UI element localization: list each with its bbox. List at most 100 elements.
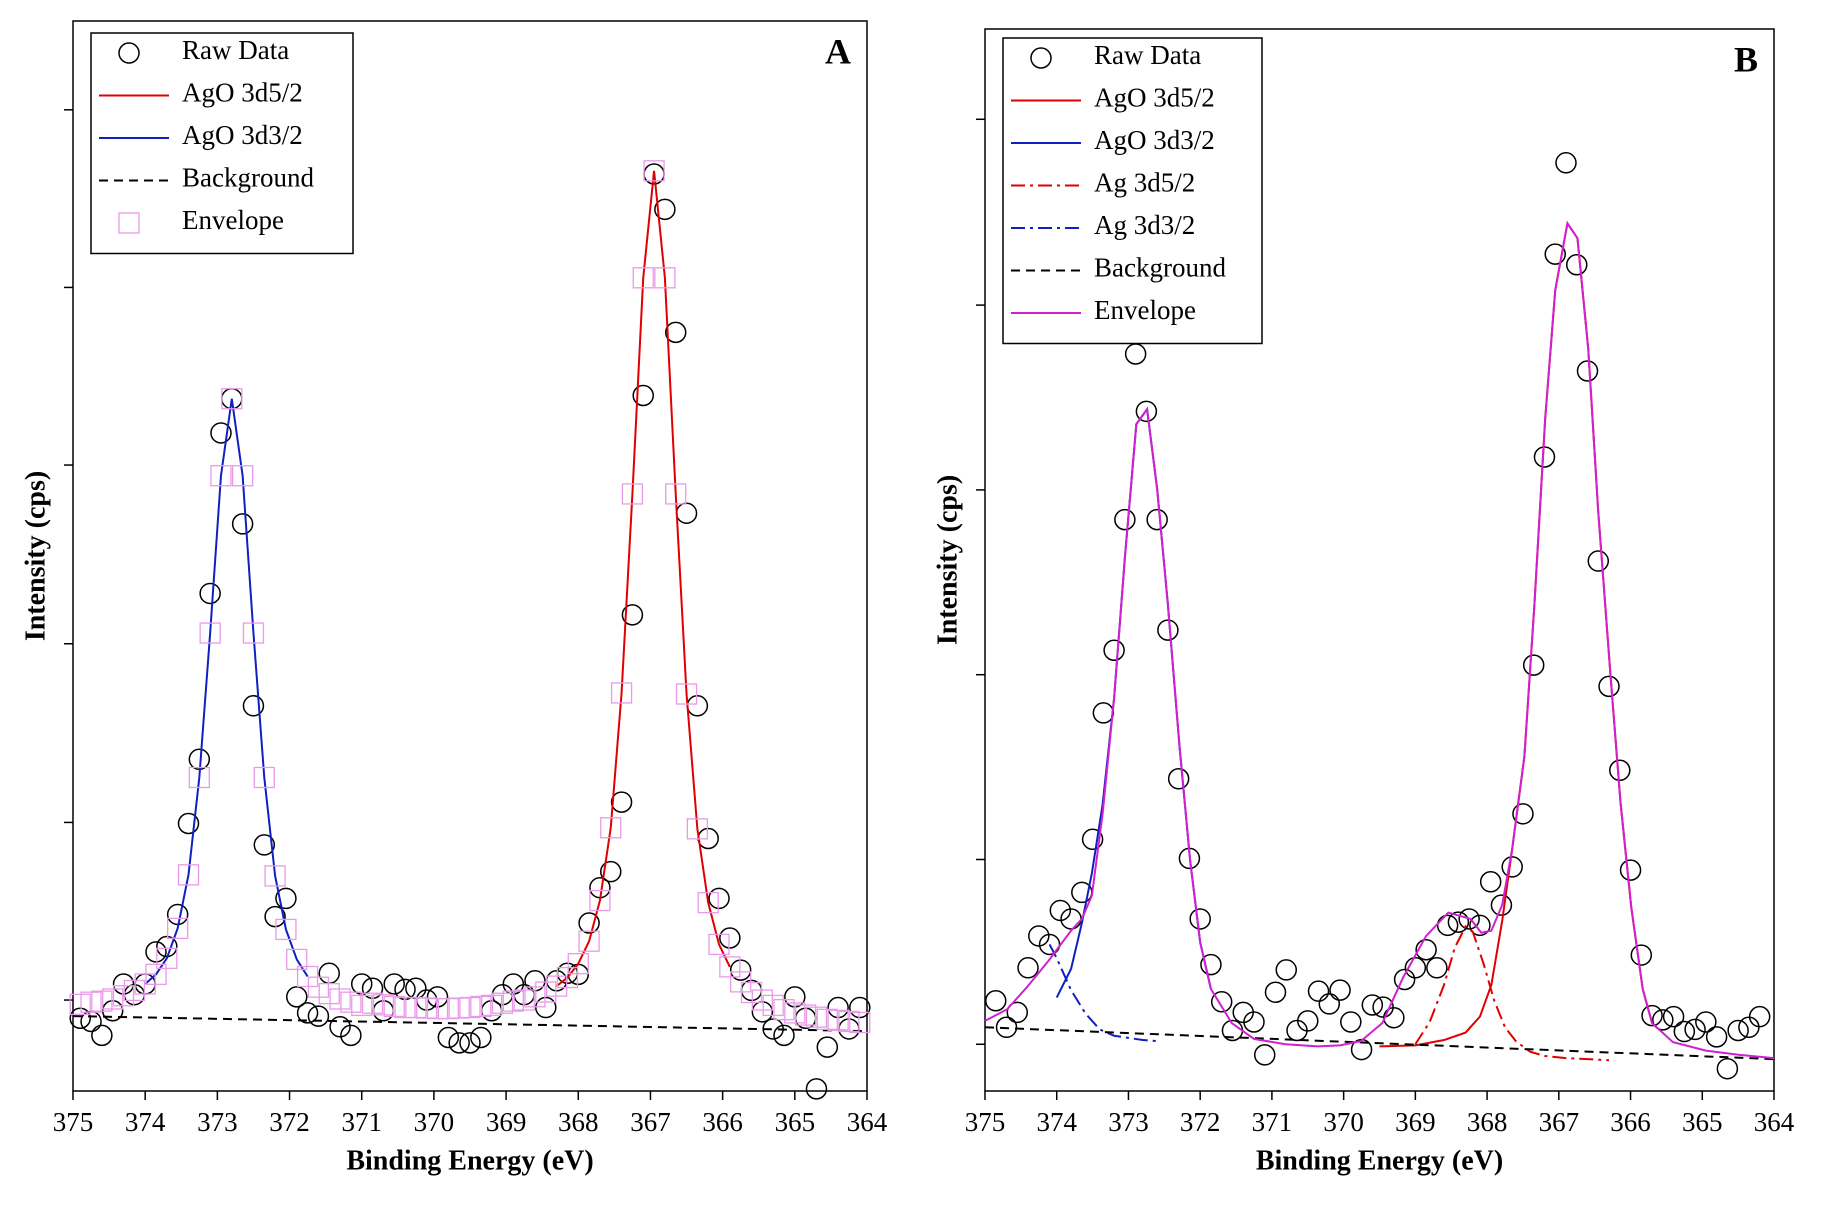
data-point <box>1253 1044 1276 1066</box>
data-point <box>426 997 449 1020</box>
data-point <box>69 993 91 1015</box>
data-point <box>1576 360 1599 382</box>
data-point <box>816 1036 839 1058</box>
panel-label: B <box>1734 39 1758 79</box>
x-tick-label: 371 <box>341 1107 382 1137</box>
x-tick-label: 367 <box>630 1107 671 1137</box>
data-point <box>199 582 221 605</box>
data-point <box>1716 1057 1739 1080</box>
data-point <box>1135 400 1158 423</box>
data-point <box>1619 859 1642 881</box>
data-point <box>1501 856 1523 878</box>
data-point <box>156 947 178 969</box>
data-point <box>329 1016 351 1038</box>
data-point <box>1533 446 1556 468</box>
data-point <box>91 990 113 1012</box>
data-point <box>470 1026 492 1049</box>
data-point <box>340 1024 362 1047</box>
data-point <box>740 981 763 1004</box>
x-tick-label: 375 <box>53 1107 94 1137</box>
data-point <box>1340 1011 1362 1033</box>
data-point <box>372 994 395 1016</box>
data-point <box>751 1001 774 1023</box>
data-point <box>773 999 795 1021</box>
data-point <box>361 992 384 1014</box>
data-point <box>188 766 210 789</box>
data-point <box>1436 914 1459 937</box>
data-point <box>296 965 319 988</box>
data-point <box>675 683 698 705</box>
series-line <box>1414 924 1610 1062</box>
data-point <box>491 983 514 1006</box>
legend-label: Raw Data <box>1094 40 1201 70</box>
data-point <box>350 973 373 995</box>
data-point <box>654 267 676 289</box>
data-point <box>751 989 773 1011</box>
x-tick-label: 370 <box>414 1107 455 1137</box>
data-point <box>145 941 167 963</box>
data-point <box>459 1032 481 1054</box>
data-point <box>264 865 286 887</box>
data-point <box>827 1009 849 1032</box>
data-point <box>1318 993 1341 1015</box>
data-point <box>253 834 276 856</box>
data-point <box>1630 944 1653 966</box>
data-point <box>838 1010 860 1033</box>
x-axis-title: Binding Energy (eV) <box>1256 1145 1503 1176</box>
data-point <box>730 971 752 993</box>
data-point <box>686 818 709 840</box>
data-point <box>600 817 622 839</box>
data-point <box>1329 979 1351 1001</box>
data-point <box>1748 1005 1771 1028</box>
data-point <box>394 978 416 1001</box>
data-point <box>329 988 351 1010</box>
legend-label: AgO 3d3/2 <box>1094 125 1215 155</box>
data-point <box>1275 959 1298 981</box>
x-tick-label: 366 <box>1610 1107 1651 1137</box>
data-point <box>1157 619 1179 641</box>
data-point <box>1103 639 1125 662</box>
data-point <box>394 996 416 1019</box>
data-point <box>1705 1026 1728 1048</box>
series-line <box>144 398 309 985</box>
data-point <box>1200 953 1222 976</box>
data-point <box>1566 254 1588 276</box>
data-point <box>1114 508 1136 531</box>
data-point <box>567 953 589 975</box>
data-point <box>210 422 232 444</box>
data-point <box>307 976 330 998</box>
data-point <box>242 622 265 644</box>
legend-label: Raw Data <box>182 35 289 65</box>
data-point <box>589 889 611 912</box>
data-point <box>664 321 687 344</box>
series-line <box>1379 220 1654 1048</box>
series-line <box>555 170 731 987</box>
data-point <box>296 1002 319 1024</box>
legend-label: Envelope <box>182 205 284 235</box>
data-point <box>632 384 654 407</box>
data-point <box>1361 994 1384 1016</box>
data-point <box>1243 1011 1265 1033</box>
y-axis-title: Intensity (cps) <box>932 475 963 645</box>
x-tick-label: 373 <box>1108 1107 1149 1137</box>
data-point <box>1555 152 1577 174</box>
data-point <box>383 995 405 1018</box>
data-point <box>264 905 286 928</box>
data-point <box>102 988 124 1010</box>
x-tick-label: 365 <box>775 1107 816 1137</box>
data-point <box>513 989 535 1011</box>
panel: 375 374 373 372 371 370 369 368 367 366 365 364 Bind… <box>20 20 888 1176</box>
data-point <box>1587 550 1610 572</box>
data-point <box>318 982 340 1005</box>
x-tick-label: 366 <box>702 1107 743 1137</box>
data-point <box>405 977 427 1000</box>
data-point <box>578 912 600 934</box>
data-point <box>985 989 1007 1012</box>
data-point <box>1307 980 1330 1002</box>
x-tick-label: 375 <box>965 1107 1006 1137</box>
data-point <box>708 933 730 956</box>
data-point <box>535 981 557 1003</box>
series-line <box>72 1015 868 1033</box>
x-tick-label: 372 <box>269 1107 310 1137</box>
